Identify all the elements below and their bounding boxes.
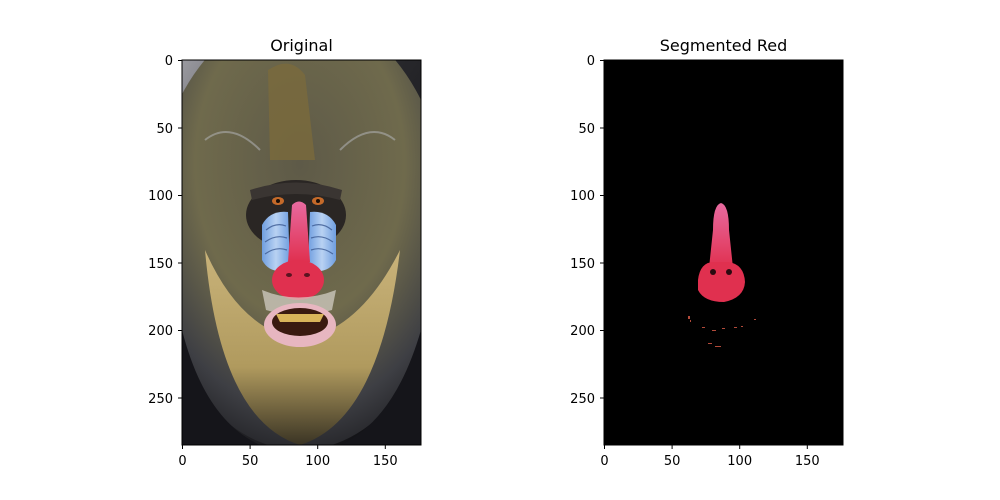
y-tick-label: 250 [148,392,173,407]
panel-segmented: Segmented Red [570,36,844,469]
x-ticks-original: 0 50 100 150 [178,445,398,469]
x-tick-label: 150 [795,454,820,469]
axes-frame-segmented [603,59,844,446]
panel-title-original: Original [270,36,333,55]
y-tick-label: 150 [148,257,173,272]
y-tick-label: 50 [578,122,595,137]
y-ticks-original: 0 50 100 150 200 250 [148,54,182,407]
x-tick-label: 0 [178,454,186,469]
y-tick-label: 100 [148,189,173,204]
y-tick-label: 0 [165,54,173,69]
x-tick-label: 150 [373,454,398,469]
x-ticks-segmented: 0 50 100 150 [600,445,820,469]
y-tick-label: 100 [570,189,595,204]
y-tick-label: 250 [570,392,595,407]
y-tick-label: 0 [587,54,595,69]
panel-title-segmented: Segmented Red [660,36,787,55]
mandrill-photo [182,60,421,445]
y-tick-label: 200 [148,324,173,339]
x-tick-label: 100 [727,454,752,469]
y-tick-label: 200 [570,324,595,339]
y-tick-label: 50 [156,122,173,137]
segmented-mask-image [604,60,843,445]
x-tick-label: 100 [305,454,330,469]
panel-original: Original [148,36,422,469]
y-ticks-segmented: 0 50 100 150 200 250 [570,54,604,407]
x-tick-label: 50 [664,454,681,469]
x-tick-label: 0 [600,454,608,469]
axes-frame-original [181,59,422,446]
y-tick-label: 150 [570,257,595,272]
x-tick-label: 50 [242,454,259,469]
